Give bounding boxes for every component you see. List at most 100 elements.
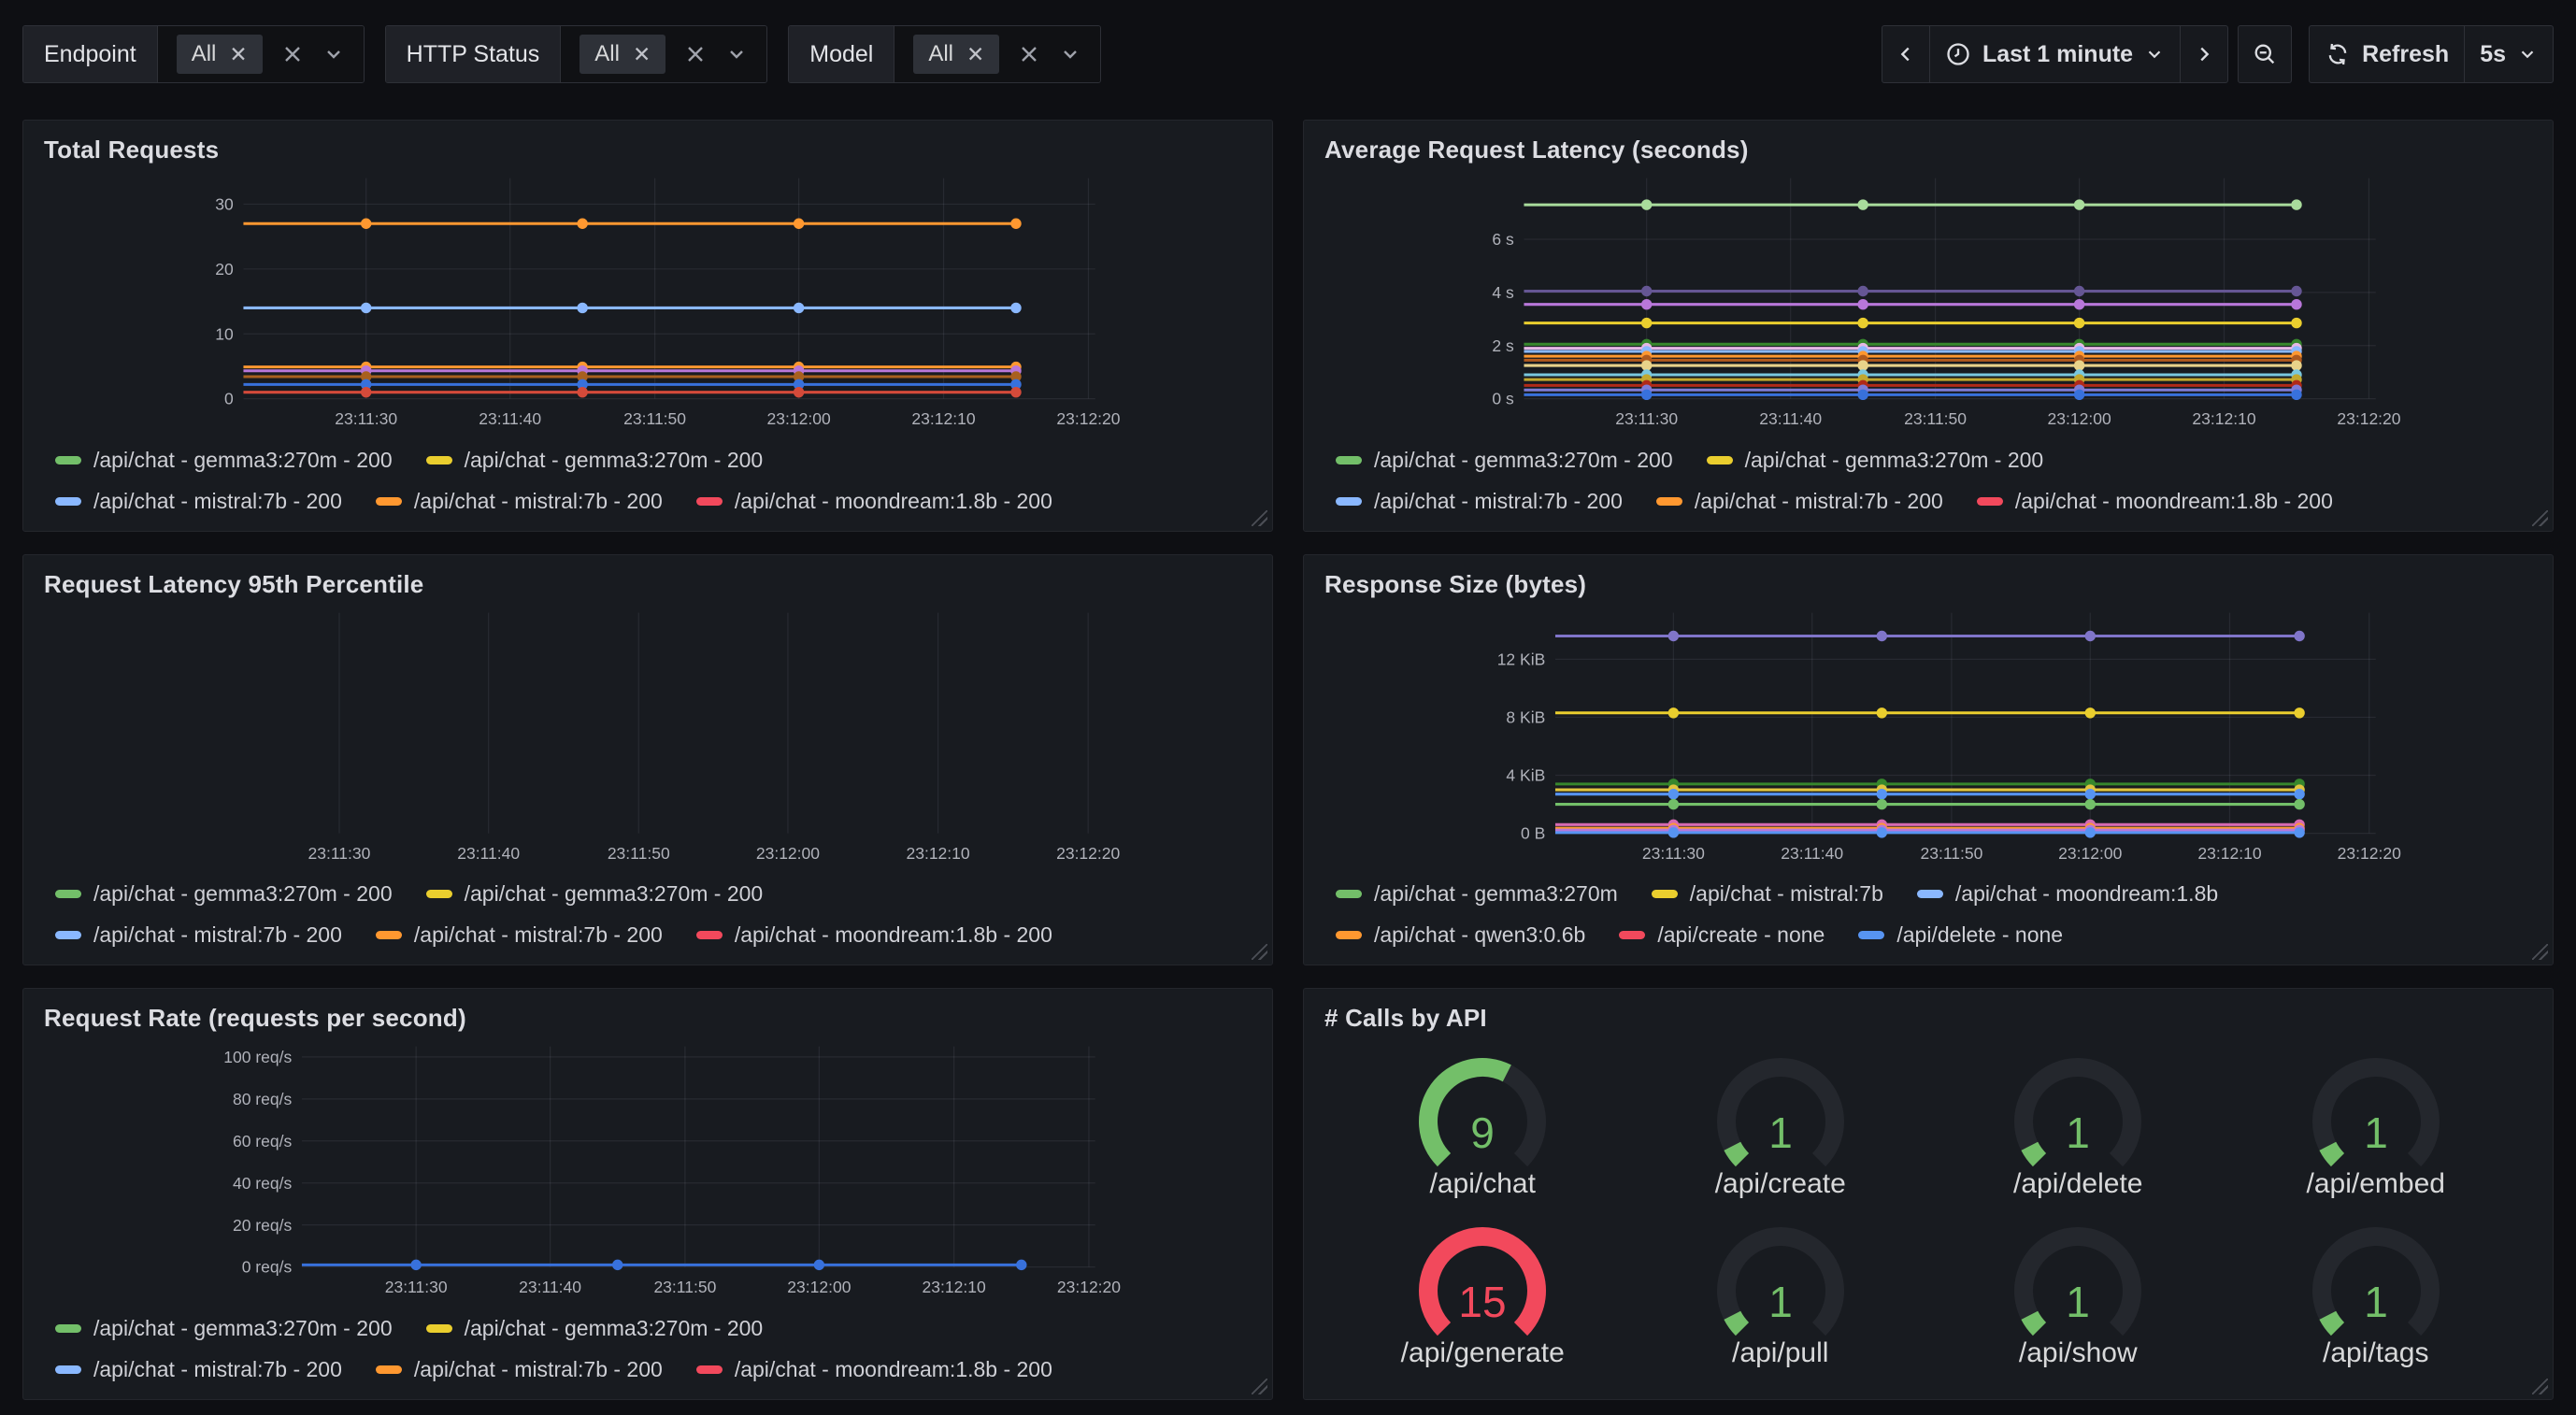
clear-selection-icon[interactable] <box>281 43 304 65</box>
timeseries-chart[interactable]: 23:11:30 23:11:40 23:11:50 23:12:00 23:12:10… <box>44 168 1253 432</box>
legend-swatch <box>695 931 723 940</box>
panel-title[interactable]: Response Size (bytes) <box>1324 569 1587 598</box>
legend-item[interactable]: /api/chat - gemma3:270m - 200 <box>425 1316 763 1341</box>
filter-value-area[interactable]: All ✕ <box>157 26 364 82</box>
panel-title[interactable]: Average Request Latency (seconds) <box>1324 136 1749 164</box>
legend-item[interactable]: /api/chat - moondream:1.8b - 200 <box>1976 489 2333 514</box>
timeseries-chart[interactable]: 23:11:30 23:11:40 23:11:50 23:12:00 23:12:10… <box>44 603 1253 866</box>
legend-item[interactable]: /api/chat - mistral:7b - 200 <box>375 1357 663 1382</box>
legend-item[interactable]: /api/create - none <box>1619 922 1825 948</box>
legend-item[interactable]: /api/chat - mistral:7b - 200 <box>55 1357 342 1382</box>
x-tick-label: 23:11:50 <box>653 1278 716 1296</box>
series-point <box>2084 826 2096 838</box>
chevron-right-icon <box>2194 44 2214 64</box>
time-shift-forward-button[interactable] <box>2180 25 2229 83</box>
legend-item[interactable]: /api/chat - moondream:1.8b - 200 <box>695 1357 1052 1382</box>
panel-request-rate: Request Rate (requests per second) 23:11… <box>22 988 1273 1400</box>
filter-chip[interactable]: All ✕ <box>580 35 666 74</box>
chevron-down-icon[interactable] <box>725 43 748 65</box>
legend-item[interactable]: /api/chat - mistral:7b - 200 <box>55 489 342 514</box>
gauge: 1/api/show <box>1989 1216 2167 1369</box>
time-range-picker-button[interactable]: Last 1 minute <box>1928 25 2182 83</box>
y-tick-label: 2 s <box>1492 336 1514 355</box>
timeseries-chart[interactable]: 23:11:30 23:11:40 23:11:50 23:12:00 23:12:10… <box>1324 603 2534 866</box>
legend-swatch <box>695 496 723 506</box>
legend-item[interactable]: /api/chat - gemma3:270m - 200 <box>425 448 763 473</box>
x-tick-label: 23:12:20 <box>1056 409 1120 428</box>
x-tick-label: 23:12:10 <box>2192 409 2255 428</box>
legend-row: /api/chat - gemma3:270m - 200/api/chat -… <box>55 881 1253 907</box>
refresh-button[interactable]: Refresh <box>2309 25 2466 83</box>
x-tick-label: 23:11:50 <box>1920 844 1982 863</box>
legend-item[interactable]: /api/chat - gemma3:270m - 200 <box>55 448 393 473</box>
x-tick-label: 23:11:40 <box>1759 409 1822 428</box>
clear-selection-icon[interactable] <box>684 43 707 65</box>
chevron-down-icon[interactable] <box>322 43 345 65</box>
legend-item[interactable]: /api/chat - moondream:1.8b - 200 <box>695 922 1052 948</box>
filter-endpoint: Endpoint All ✕ <box>22 25 365 83</box>
gauge-arc: 1 <box>2014 1057 2142 1166</box>
series-point <box>1876 630 1888 641</box>
gauge-value: 1 <box>2066 1108 2090 1157</box>
chart-legend: /api/chat - gemma3:270m - 200/api/chat -… <box>1324 432 2534 522</box>
legend-item[interactable]: /api/chat - gemma3:270m - 200 <box>1336 448 1673 473</box>
clear-selection-icon[interactable] <box>1018 43 1040 65</box>
x-tick-label: 23:12:10 <box>906 844 969 863</box>
y-tick-label: 8 KiB <box>1506 708 1545 726</box>
panel-title[interactable]: Request Rate (requests per second) <box>44 1004 466 1033</box>
panel-title[interactable]: Total Requests <box>44 136 220 164</box>
chevron-down-icon <box>2517 44 2538 64</box>
x-tick-label: 23:11:30 <box>1642 844 1705 863</box>
legend-item[interactable]: /api/chat - moondream:1.8b - 200 <box>695 489 1052 514</box>
timeseries-chart[interactable]: 23:11:30 23:11:40 23:11:50 23:12:00 23:12:10… <box>1324 168 2534 432</box>
filter-chip[interactable]: All ✕ <box>913 35 1000 74</box>
legend-row: /api/chat - mistral:7b - 200/api/chat - … <box>55 922 1253 948</box>
gauge-arc: 1 <box>2311 1057 2440 1166</box>
legend-item[interactable]: /api/chat - mistral:7b - 200 <box>375 922 663 948</box>
chevron-down-icon[interactable] <box>1059 43 1081 65</box>
legend-item[interactable]: /api/chat - mistral:7b - 200 <box>1336 489 1623 514</box>
gauge: 1/api/embed <box>2287 1047 2465 1200</box>
legend-item[interactable]: /api/chat - mistral:7b - 200 <box>55 922 342 948</box>
time-shift-back-button[interactable] <box>1881 25 1930 83</box>
legend-item[interactable]: /api/chat - gemma3:270m - 200 <box>55 881 393 907</box>
legend-swatch <box>1619 931 1646 940</box>
legend-item[interactable]: /api/chat - moondream:1.8b <box>1916 881 2218 907</box>
legend-item[interactable]: /api/delete - none <box>1858 922 2063 948</box>
series-point <box>2291 360 2302 371</box>
legend-item[interactable]: /api/chat - gemma3:270m <box>1336 881 1618 907</box>
x-tick-label: 23:12:10 <box>923 1278 986 1296</box>
legend-item[interactable]: /api/chat - mistral:7b - 200 <box>1655 489 1943 514</box>
chip-remove-icon[interactable]: ✕ <box>229 41 248 66</box>
series-point <box>577 379 588 391</box>
legend-row: /api/chat - gemma3:270m/api/chat - mistr… <box>1336 881 2534 907</box>
filter-chip[interactable]: All ✕ <box>176 35 263 74</box>
series-point <box>2073 285 2085 297</box>
series-point <box>577 218 588 229</box>
legend-item[interactable]: /api/chat - gemma3:270m - 200 <box>55 1316 393 1341</box>
filter-value-area[interactable]: All ✕ <box>894 26 1101 82</box>
timeseries-chart[interactable]: 23:11:30 23:11:40 23:11:50 23:12:00 23:12:10… <box>44 1036 1253 1300</box>
refresh-interval-button[interactable]: 5s <box>2464 25 2554 83</box>
chip-remove-icon[interactable]: ✕ <box>966 41 985 66</box>
y-tick-label: 4 s <box>1492 283 1514 302</box>
x-tick-label: 23:12:10 <box>2197 844 2261 863</box>
legend-item[interactable]: /api/chat - qwen3:0.6b <box>1336 922 1585 948</box>
legend-label: /api/chat - gemma3:270m - 200 <box>93 447 393 472</box>
series-point <box>2073 389 2085 401</box>
legend-item[interactable]: /api/chat - gemma3:270m - 200 <box>1706 448 2043 473</box>
legend-item[interactable]: /api/chat - mistral:7b <box>1651 881 1883 907</box>
legend-swatch <box>695 1365 723 1374</box>
zoom-out-time-button[interactable] <box>2238 25 2293 83</box>
y-tick-label: 40 req/s <box>233 1174 293 1193</box>
legend-swatch <box>1655 496 1682 506</box>
panel-title[interactable]: Request Latency 95th Percentile <box>44 569 424 598</box>
legend-item[interactable]: /api/chat - gemma3:270m - 200 <box>425 881 763 907</box>
series-point <box>1667 798 1680 809</box>
legend-row: /api/chat - gemma3:270m - 200/api/chat -… <box>55 448 1253 473</box>
filter-value-area[interactable]: All ✕ <box>561 26 767 82</box>
series-point <box>360 218 372 229</box>
chip-remove-icon[interactable]: ✕ <box>632 41 651 66</box>
panel-title[interactable]: # Calls by API <box>1324 1004 1487 1033</box>
legend-item[interactable]: /api/chat - mistral:7b - 200 <box>375 489 663 514</box>
